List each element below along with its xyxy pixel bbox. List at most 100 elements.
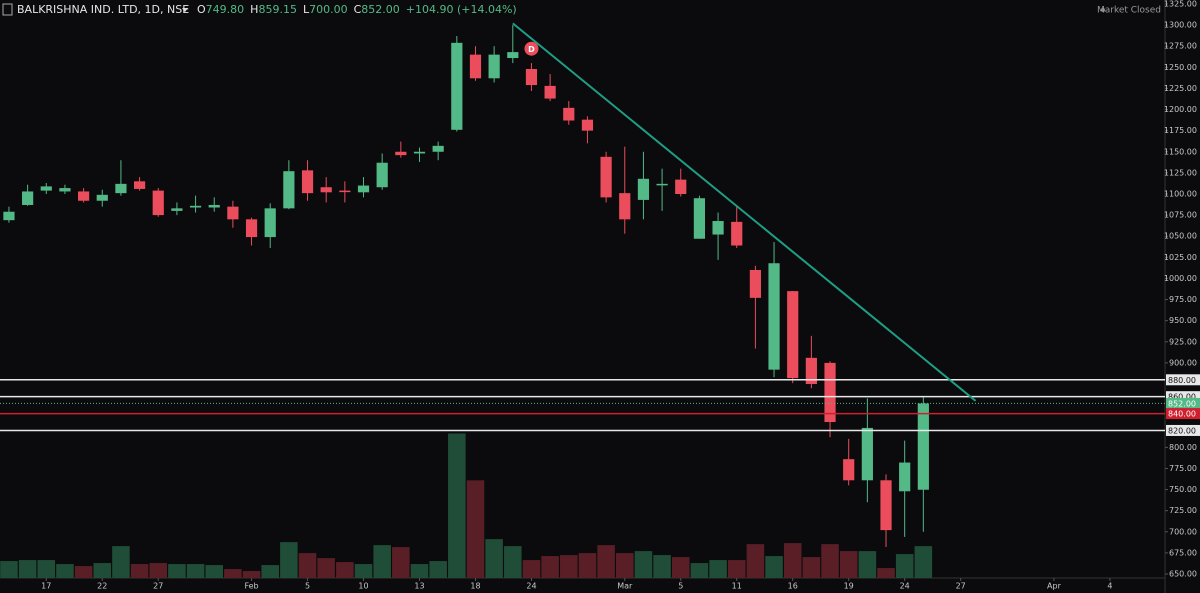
x-tick-label: Feb [244,582,258,591]
x-tick-label: 11 [732,582,742,591]
y-tick-label: 900.00 [1169,358,1197,367]
x-tick-label: 27 [153,582,163,591]
candle-body [96,194,108,201]
candle-body [563,107,575,121]
volume-bar [653,555,671,578]
volume-bar [354,564,373,578]
ohlc-value: 749.80 [206,3,245,16]
candle-body [731,221,743,246]
market-status: Market Closed [1097,6,1161,16]
x-tick-label: 5 [305,582,310,591]
dividend-label: D [528,45,535,54]
volume-bar [205,565,223,578]
volume-bar [149,563,168,578]
dividend-marker [524,41,539,56]
x-tick-label: 17 [41,582,51,591]
candle-body [787,291,799,379]
volume-bar [18,560,37,578]
volume-bar [746,544,765,578]
candle-body [544,85,556,99]
volume-bar [578,553,597,578]
candle-body [899,462,911,492]
y-tick-label: 925.00 [1169,337,1197,346]
volume-bar [74,566,93,578]
volume-bar [392,547,410,578]
y-tick-label: 1050.00 [1164,232,1197,241]
candle-body [189,205,202,208]
candle-body [376,162,388,188]
volume-bar [597,545,615,578]
volume-bar [765,556,783,578]
volume-bar [448,433,466,578]
ohlc-value: 852.00 [361,3,400,16]
candle-body [3,211,15,221]
x-tick-label: 22 [97,582,107,591]
candle-body [339,190,351,193]
level-label-bg [1166,424,1200,436]
candle-body [301,170,314,194]
volume-bar [280,542,298,578]
volume-bar [522,560,541,578]
candle-body [283,171,295,209]
volume-bar [242,571,261,578]
candle-body [693,198,706,239]
candle-body [525,68,538,86]
y-tick-label: 1325.00 [1164,0,1197,8]
candle-body [152,190,164,216]
volume-bar [93,563,112,578]
candle-body [600,156,612,198]
candle-body [675,179,687,194]
level-label-bg [1166,391,1200,403]
y-tick-label: 700.00 [1169,527,1197,536]
level-label: 840.00 [1168,410,1196,419]
y-tick-label: 1125.00 [1164,168,1197,177]
level-label: 852.00 [1168,399,1196,408]
volume-bar [821,544,839,578]
y-tick-label: 975.00 [1169,295,1197,304]
candle-body [264,208,276,238]
y-tick-label: 1275.00 [1164,42,1197,51]
volume-bar [783,543,802,578]
ohlc-change: +104.90 (+14.04%) [406,3,517,16]
ohlc-header: O749.80 H859.15 L700.00 C852.00 +104.90 (+14… [197,3,517,16]
y-tick-label: 675.00 [1169,548,1197,557]
volume-bar [858,551,877,578]
candle-body [656,183,668,186]
candle-body [22,191,34,205]
candle-body [581,119,594,131]
candle-body [227,206,239,220]
candle-body [413,151,426,154]
x-tick-label: Apr [1047,582,1062,591]
candle-body [115,183,127,194]
volume-bar [671,557,690,578]
y-tick-label: 650.00 [1169,570,1197,579]
candle-body [40,186,52,191]
candle-body [78,191,90,201]
candle-body [488,54,500,79]
volume-bar [839,551,858,578]
candle-body [805,357,817,385]
x-tick-label: 27 [956,582,966,591]
dropdown-arrow[interactable] [182,8,188,12]
candle-body [824,362,836,423]
volume-bar [466,480,485,578]
candle-body [880,480,892,531]
ohlc-letter: C [354,3,362,16]
volume-bar [560,555,578,578]
candle-body [861,427,873,481]
symbol-icon [2,3,13,16]
volume-bar [0,561,18,578]
candle-body [637,178,650,200]
candle-body [395,151,407,156]
volume-bar [727,560,746,578]
volume-bar [895,554,914,578]
y-tick-label: 1300.00 [1164,21,1197,30]
x-tick-label: 16 [788,582,798,591]
volume-bar [261,565,279,578]
y-tick-label: 1075.00 [1164,211,1197,220]
volume-bar [298,553,317,578]
level-label-bg [1166,374,1200,386]
candle-body [208,204,220,208]
y-tick-label: 725.00 [1169,506,1197,515]
candle-body [133,181,146,189]
